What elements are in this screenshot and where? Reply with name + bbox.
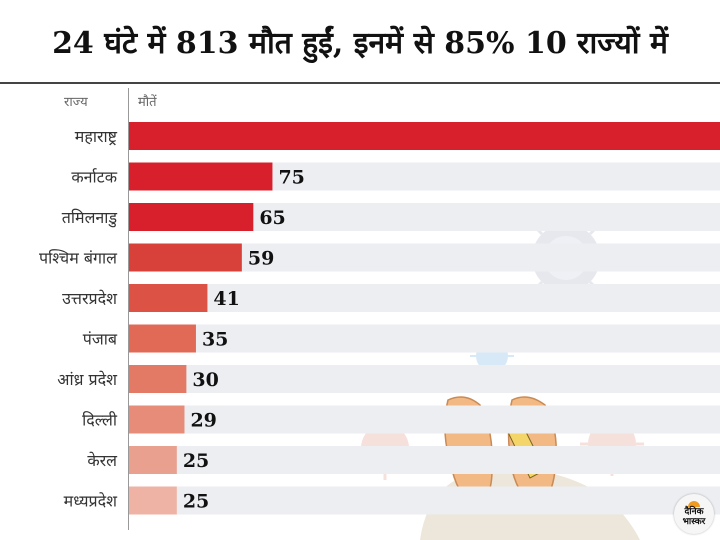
brand-logo: दैनिक भास्कर: [674, 494, 714, 534]
category-label: कर्नाटक: [71, 168, 117, 187]
category-label: केरल: [87, 451, 118, 470]
bar: [129, 405, 185, 434]
bar-track: [129, 486, 720, 515]
data-label: 59: [248, 248, 274, 270]
category-label: पंजाब: [83, 330, 118, 349]
title-divider: [0, 82, 720, 84]
bar: [129, 324, 196, 353]
bar: [129, 486, 177, 515]
category-label: दिल्ली: [82, 411, 118, 430]
category-label: महाराष्ट्र: [75, 127, 118, 146]
bar: [129, 365, 187, 393]
category-label: मध्यप्रदेश: [64, 492, 118, 511]
data-label: 25: [183, 450, 209, 472]
data-label: 25: [183, 491, 209, 513]
data-label: 30: [192, 369, 218, 391]
data-label: 75: [278, 167, 304, 189]
data-label: 29: [190, 410, 216, 432]
category-label: पश्चिम बंगाल: [39, 249, 118, 268]
bar-track: [129, 324, 720, 353]
bar: [129, 243, 242, 272]
logo-line-1: दैनिक: [684, 507, 704, 517]
data-label: 35: [202, 329, 228, 351]
bar-track: [129, 284, 720, 312]
bar: [129, 162, 273, 191]
logo-line-2: भास्कर: [682, 517, 706, 527]
bar-track: [129, 405, 720, 434]
data-label: 65: [259, 207, 285, 229]
data-label: 41: [213, 288, 239, 310]
category-label: उत्तरप्रदेश: [62, 289, 118, 308]
category-header: राज्य: [64, 95, 88, 110]
value-header: मौतें: [138, 95, 157, 110]
category-label: आंध्र प्रदेश: [57, 370, 118, 389]
category-label: तमिलनाडु: [62, 208, 118, 228]
bar: [129, 203, 254, 231]
chart-title: 24 घंटे में 813 मौत हुईं, इनमें से 85% 1…: [52, 25, 668, 61]
bar: [129, 446, 177, 474]
bar-track: [129, 446, 720, 474]
category-axis-line: [128, 88, 129, 530]
bar: [129, 284, 208, 312]
sun-icon: [688, 501, 700, 507]
bar: [129, 122, 720, 150]
bar-track: [129, 365, 720, 393]
